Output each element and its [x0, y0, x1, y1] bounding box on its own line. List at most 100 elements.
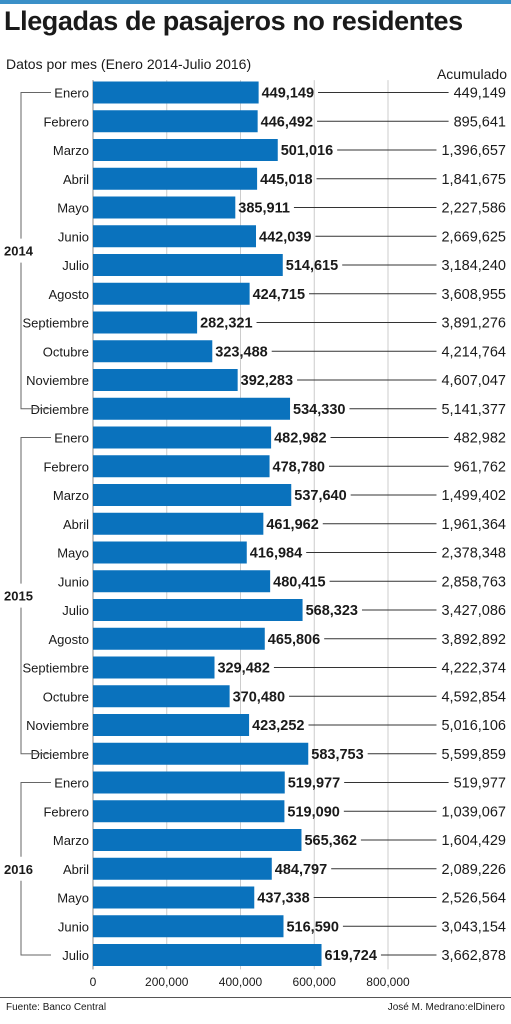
- bar: [93, 541, 247, 564]
- month-label: Enero: [54, 86, 89, 101]
- value-label: 619,724: [325, 948, 377, 964]
- value-label: 329,482: [217, 661, 269, 677]
- bar: [93, 397, 291, 420]
- month-label: Abril: [63, 862, 89, 877]
- cumulative-label: 1,604,429: [441, 833, 506, 849]
- bar: [93, 771, 285, 794]
- cumulative-label: 5,141,377: [441, 402, 506, 418]
- month-label: Marzo: [53, 143, 89, 158]
- value-label: 501,016: [281, 143, 333, 159]
- value-label: 445,018: [260, 172, 312, 188]
- bar: [93, 886, 255, 909]
- value-label: 480,415: [273, 574, 325, 590]
- value-label: 482,982: [274, 431, 326, 447]
- bar: [93, 656, 215, 679]
- value-label: 323,488: [215, 344, 267, 360]
- month-label: Octubre: [43, 689, 89, 704]
- value-label: 423,252: [252, 718, 304, 734]
- value-label: 424,715: [253, 287, 305, 303]
- month-label: Julio: [62, 258, 89, 273]
- value-label: 516,590: [286, 919, 338, 935]
- value-label: 449,149: [262, 86, 314, 102]
- cumulative-label: 2,669,625: [441, 229, 506, 245]
- bar: [93, 225, 257, 248]
- month-label: Abril: [63, 172, 89, 187]
- bar: [93, 944, 322, 966]
- bar: [93, 570, 271, 593]
- cumulative-label: 4,214,764: [441, 344, 506, 360]
- top-rule: [0, 0, 511, 4]
- cumulative-label: 519,977: [454, 776, 506, 792]
- bar: [93, 512, 264, 535]
- bar: [93, 340, 213, 363]
- month-label: Junio: [58, 919, 89, 934]
- value-label: 583,753: [311, 747, 363, 763]
- month-label: Agosto: [49, 287, 89, 302]
- month-label: Julio: [62, 948, 89, 963]
- chart-subtitle: Datos por mes (Enero 2014-Julio 2016): [6, 56, 252, 72]
- month-label: Mayo: [57, 546, 89, 561]
- x-tick-label: 600,000: [293, 975, 337, 989]
- bar: [93, 857, 272, 880]
- cumulative-label: 5,599,859: [441, 747, 506, 763]
- cumulative-label: 3,891,276: [441, 316, 506, 332]
- month-label: Junio: [58, 574, 89, 589]
- month-label: Marzo: [53, 488, 89, 503]
- value-label: 370,480: [233, 689, 285, 705]
- cumulative-label: 3,427,086: [441, 603, 506, 619]
- cumulative-label: 449,149: [454, 86, 506, 102]
- value-label: 385,911: [238, 201, 290, 217]
- cumulative-label: 3,184,240: [441, 258, 506, 274]
- month-label: Enero: [54, 776, 89, 791]
- month-label: Septiembre: [23, 661, 89, 676]
- year-bracket: [20, 437, 51, 755]
- month-label: Noviembre: [26, 718, 89, 733]
- bar: [93, 915, 284, 938]
- bar: [93, 426, 272, 449]
- cumulative-label: 1,396,657: [441, 143, 506, 159]
- bar: [93, 800, 285, 823]
- bar: [93, 139, 278, 161]
- cumulative-label: 5,016,106: [441, 718, 506, 734]
- month-label: Octubre: [43, 344, 89, 359]
- x-tick-label: 0: [90, 975, 97, 989]
- value-label: 514,615: [286, 258, 338, 274]
- year-label: 2014: [4, 244, 34, 259]
- cumulative-label: 2,378,348: [441, 546, 506, 562]
- cumulative-label: 3,608,955: [441, 287, 506, 303]
- bar: [93, 714, 250, 736]
- month-label: Enero: [54, 431, 89, 446]
- bar: [93, 196, 236, 219]
- bar: [93, 282, 250, 305]
- month-label: Mayo: [57, 891, 89, 906]
- month-label: Marzo: [53, 833, 89, 848]
- cumulative-label: 4,592,854: [441, 689, 506, 705]
- bar: [93, 742, 309, 765]
- month-label: Diciembre: [30, 747, 89, 762]
- cumulative-label: 3,043,154: [441, 919, 506, 935]
- value-label: 282,321: [200, 316, 252, 332]
- cumulative-label: 961,762: [454, 459, 506, 475]
- month-label: Abril: [63, 517, 89, 532]
- value-label: 442,039: [259, 229, 311, 245]
- month-label: Junio: [58, 229, 89, 244]
- cumulative-label: 1,499,402: [441, 488, 506, 504]
- value-label: 437,338: [257, 891, 309, 907]
- bar: [93, 829, 302, 851]
- value-label: 461,962: [266, 517, 318, 533]
- value-label: 534,330: [293, 402, 345, 418]
- cumulative-label: 1,961,364: [441, 517, 506, 533]
- bar: [93, 81, 259, 104]
- bar: [93, 110, 258, 133]
- value-label: 416,984: [250, 546, 302, 562]
- cumulative-label: 2,526,564: [441, 891, 506, 907]
- bar: [93, 599, 303, 621]
- month-label: Febrero: [43, 114, 89, 129]
- month-label: Febrero: [43, 804, 89, 819]
- bar: [93, 685, 230, 708]
- value-label: 446,492: [261, 114, 313, 130]
- month-label: Mayo: [57, 201, 89, 216]
- cumulative-label: 482,982: [454, 431, 506, 447]
- month-label: Julio: [62, 603, 89, 618]
